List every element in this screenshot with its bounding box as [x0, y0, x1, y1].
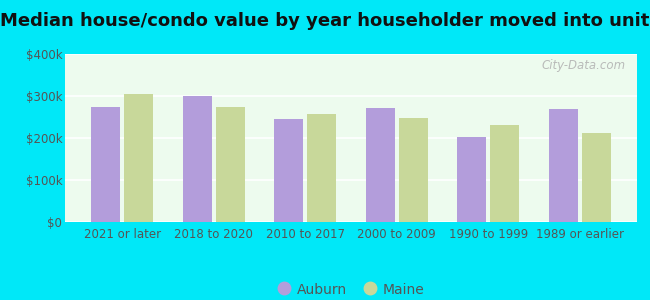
- Bar: [274, 119, 304, 222]
- Bar: [366, 108, 395, 222]
- Bar: [490, 125, 519, 222]
- Bar: [582, 133, 611, 222]
- Text: City-Data.com: City-Data.com: [541, 59, 625, 72]
- Bar: [549, 110, 578, 222]
- Bar: [91, 106, 120, 222]
- Text: Median house/condo value by year householder moved into unit: Median house/condo value by year househo…: [0, 12, 650, 30]
- Bar: [398, 118, 428, 222]
- Legend: Auburn, Maine: Auburn, Maine: [272, 277, 430, 300]
- Bar: [124, 94, 153, 222]
- Bar: [183, 96, 212, 222]
- Bar: [307, 114, 336, 222]
- Bar: [457, 137, 486, 222]
- Bar: [216, 106, 245, 222]
